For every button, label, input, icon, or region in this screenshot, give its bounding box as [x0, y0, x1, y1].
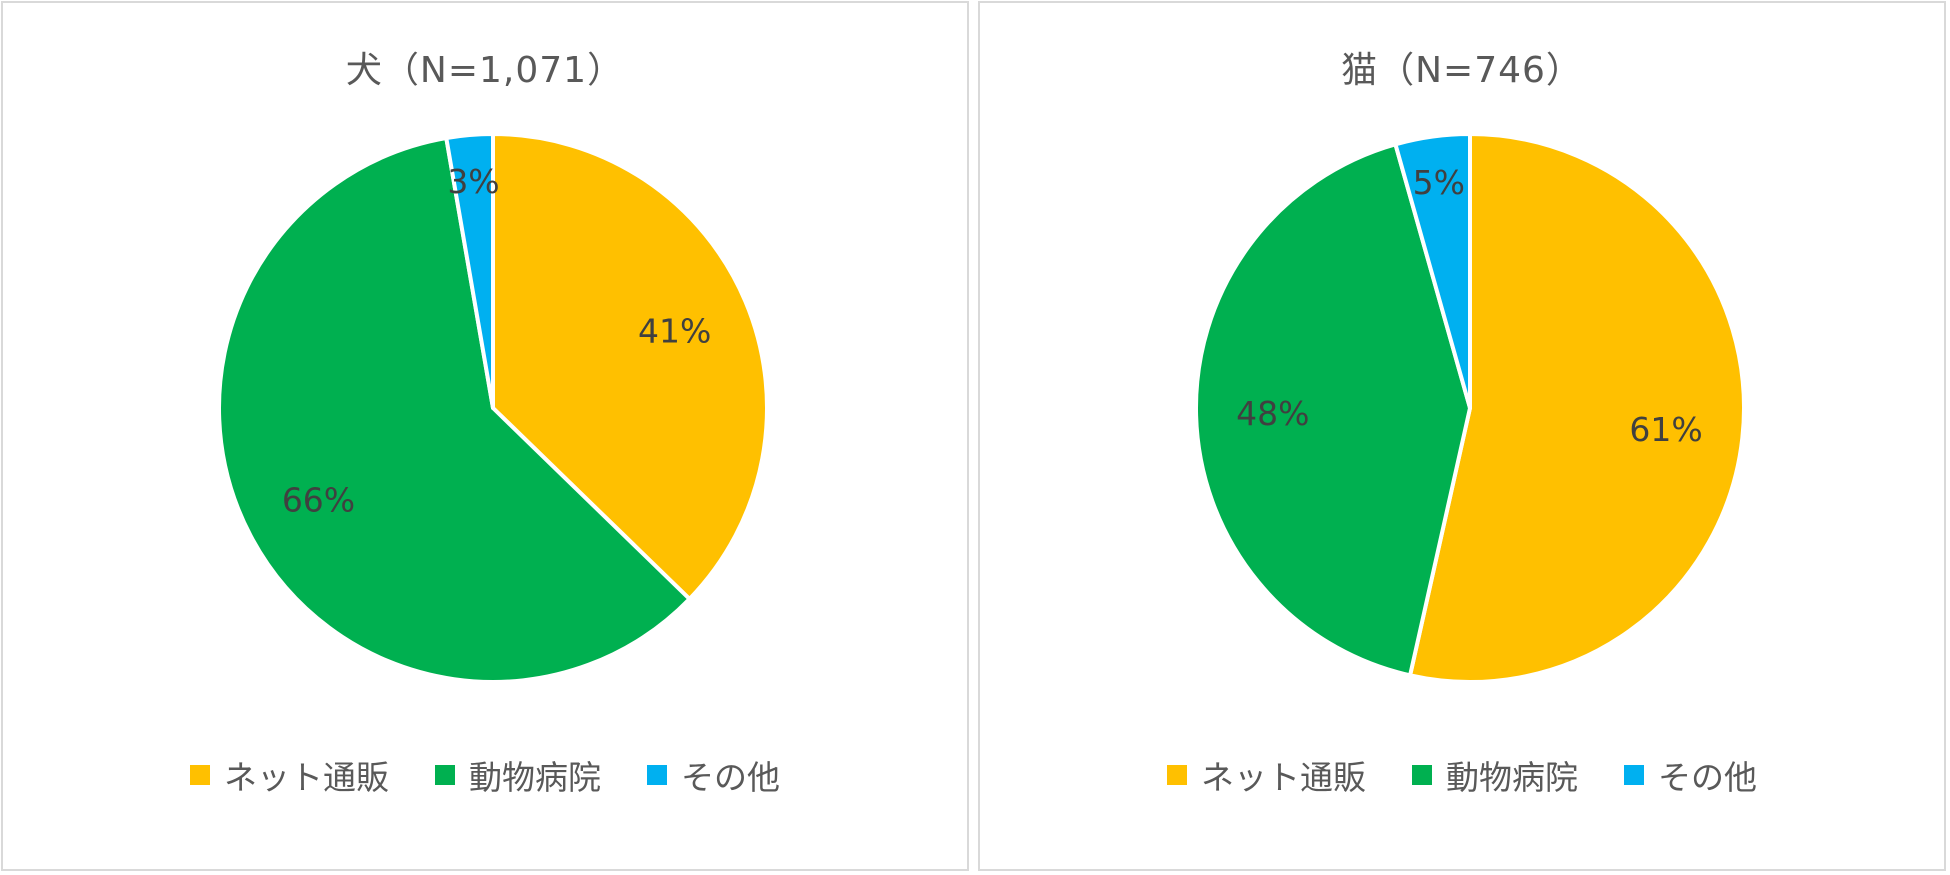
data-label: 41% [638, 312, 711, 351]
legend-swatch [1624, 765, 1644, 785]
cat-chart-panel: 猫（N=746） 61% 48% 5% ネット通販 動物病院 その他 [978, 1, 1946, 871]
legend-label: 動物病院 [1446, 758, 1578, 797]
pie-slice-hospital [217, 136, 692, 684]
chart-title: 猫（N=746） [1341, 50, 1583, 91]
legend-label: その他 [681, 758, 780, 797]
pie-chart: 61% 48% 5% [1193, 132, 1746, 684]
legend-swatch [190, 765, 210, 785]
legend-item-other: その他 [647, 751, 780, 799]
legend-label: 動物病院 [469, 758, 601, 797]
pie-slice-online [1408, 132, 1746, 684]
legend: ネット通販 動物病院 その他 [3, 751, 967, 799]
legend-item-hospital: 動物病院 [435, 751, 601, 799]
data-label: 3% [447, 162, 499, 201]
legend-item-hospital: 動物病院 [1412, 751, 1578, 799]
legend-item-online: ネット通販 [190, 751, 389, 799]
legend-label: その他 [1658, 758, 1757, 797]
legend-item-online: ネット通販 [1167, 751, 1366, 799]
pie-slice-online [491, 132, 769, 601]
legend-swatch [435, 765, 455, 785]
legend-label: ネット通販 [224, 758, 389, 797]
data-label: 66% [282, 481, 355, 520]
dog-chart-panel: 犬（N=1,071） 41% 66% 3% ネット通販 動物病院 その他 [1, 1, 969, 871]
legend: ネット通販 動物病院 その他 [980, 751, 1944, 799]
legend-label: ネット通販 [1201, 758, 1366, 797]
legend-swatch [1167, 765, 1187, 785]
pie-slice-hospital [1193, 142, 1472, 678]
legend-swatch [1412, 765, 1432, 785]
pie-chart: 41% 66% 3% [217, 132, 769, 684]
data-label: 5% [1413, 163, 1465, 202]
data-label: 48% [1236, 394, 1309, 433]
chart-title: 犬（N=1,071） [345, 50, 625, 91]
pie-slice-other [1393, 132, 1472, 410]
pie-slice-other [444, 132, 495, 410]
data-label: 61% [1629, 410, 1702, 449]
legend-swatch [647, 765, 667, 785]
legend-item-other: その他 [1624, 751, 1757, 799]
